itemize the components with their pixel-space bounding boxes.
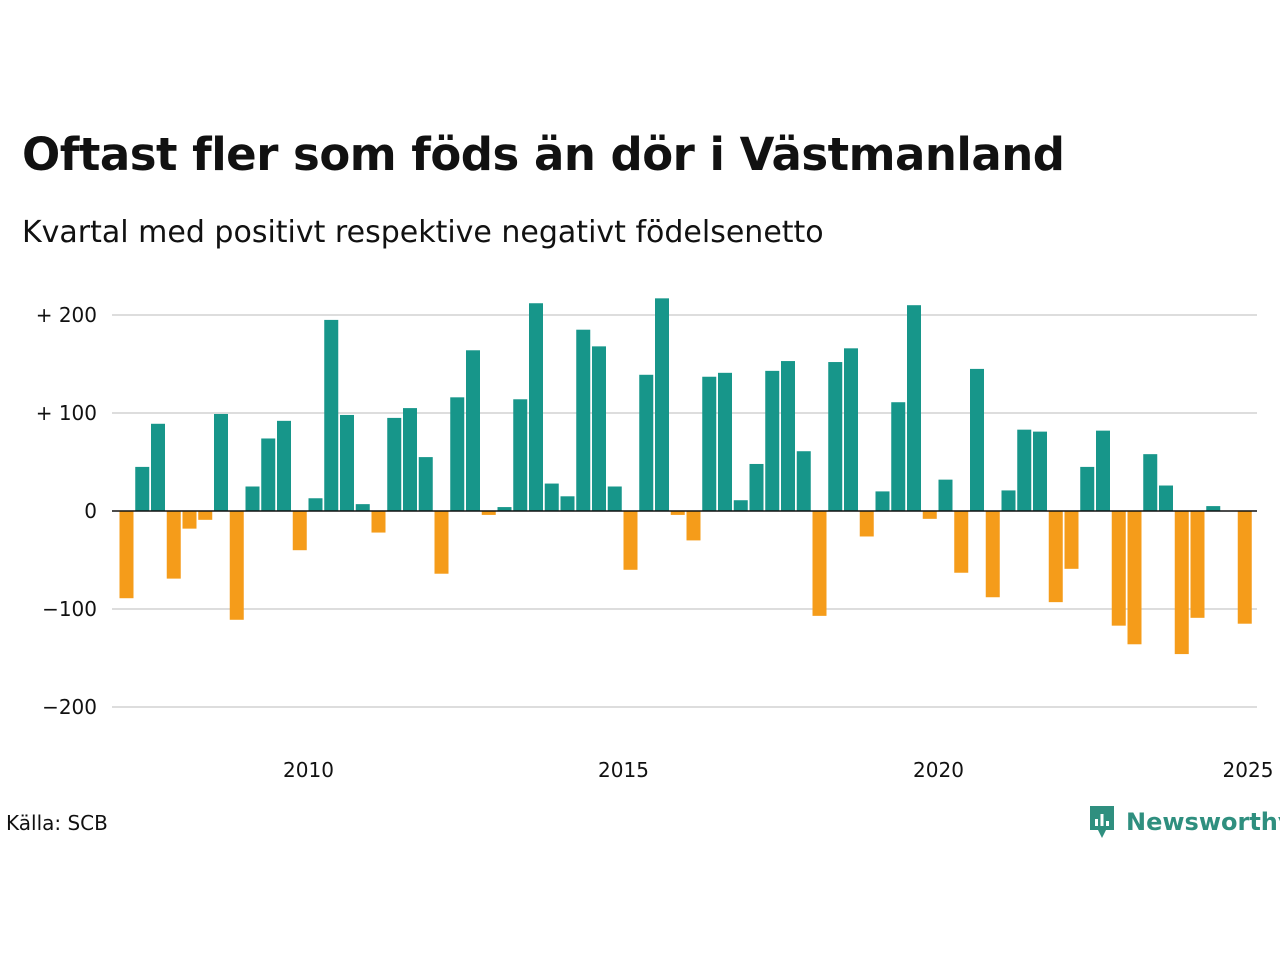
bar xyxy=(781,361,795,511)
bar xyxy=(119,511,134,599)
bar xyxy=(796,451,811,511)
bar xyxy=(229,511,244,620)
bar xyxy=(812,511,827,616)
bar xyxy=(450,397,465,511)
bar xyxy=(324,319,339,511)
bar xyxy=(1017,429,1032,511)
bar xyxy=(891,402,906,511)
chart-title: Oftast fler som föds än dör i Västmanlan… xyxy=(22,128,1065,181)
bar xyxy=(1174,511,1189,655)
bar xyxy=(214,413,228,511)
bar xyxy=(340,414,354,511)
bar xyxy=(922,511,937,519)
bar xyxy=(592,346,606,511)
bar xyxy=(166,511,181,579)
bar xyxy=(749,463,764,511)
x-tick-label: 2025 xyxy=(1223,758,1274,782)
bar xyxy=(544,483,559,511)
y-axis-ticks: + 200 + 100 0 −100 −200 xyxy=(36,303,97,719)
chart-subtitle: Kvartal med positivt respektive negativt… xyxy=(22,215,824,250)
bar xyxy=(151,423,165,511)
bar xyxy=(277,420,291,511)
bar xyxy=(1190,511,1205,618)
bar xyxy=(1237,511,1252,624)
bar xyxy=(607,486,622,511)
bar xyxy=(702,376,717,511)
bar-chart: + 200 + 100 0 −100 −200 2010 2015 2020 2025 xyxy=(36,298,1273,782)
bar xyxy=(497,507,512,511)
bars xyxy=(119,298,1252,655)
y-tick-label: −100 xyxy=(42,597,97,621)
bar xyxy=(1127,511,1142,645)
bar xyxy=(466,350,480,511)
y-tick-label: + 100 xyxy=(36,401,97,425)
bar xyxy=(529,303,543,511)
bar xyxy=(859,511,874,537)
bar xyxy=(403,408,417,511)
bar xyxy=(481,511,496,515)
bar xyxy=(844,348,858,511)
bar xyxy=(733,500,748,511)
bar xyxy=(308,498,323,511)
bar xyxy=(765,370,780,511)
bar xyxy=(371,511,386,533)
bar xyxy=(1001,490,1016,511)
bar xyxy=(639,374,654,511)
bar xyxy=(718,372,732,511)
bar xyxy=(686,511,701,541)
y-tick-label: + 200 xyxy=(36,303,97,327)
bar xyxy=(135,466,150,511)
x-tick-label: 2015 xyxy=(598,758,649,782)
bar xyxy=(1033,431,1047,511)
bar xyxy=(245,486,260,511)
bar xyxy=(985,511,1000,598)
bar xyxy=(560,496,575,511)
x-axis-ticks: 2010 2015 2020 2025 xyxy=(283,758,1273,782)
bar xyxy=(513,399,528,511)
gridlines xyxy=(112,314,1257,708)
bar xyxy=(387,417,402,511)
x-tick-label: 2010 xyxy=(283,758,334,782)
bar xyxy=(1143,454,1158,511)
bar xyxy=(434,511,449,574)
bar xyxy=(954,511,969,573)
bar xyxy=(418,457,433,511)
bar xyxy=(1206,506,1221,511)
brand-name: Newsworthy xyxy=(1126,808,1280,836)
bar xyxy=(1064,511,1079,569)
bar xyxy=(907,305,921,511)
bar xyxy=(198,511,213,520)
bar xyxy=(1159,485,1173,511)
bar xyxy=(355,504,370,511)
bar xyxy=(670,511,685,515)
bar xyxy=(655,298,669,511)
brand-logo-group: Newsworthy xyxy=(1088,804,1280,840)
bar xyxy=(938,479,953,511)
bar xyxy=(576,329,591,511)
bar xyxy=(1048,511,1063,603)
newsworthy-logo-icon xyxy=(1090,806,1114,838)
bar xyxy=(623,511,638,570)
y-tick-label: −200 xyxy=(42,695,97,719)
bar xyxy=(261,438,276,511)
bar xyxy=(1111,511,1126,626)
bar xyxy=(1096,430,1110,511)
x-tick-label: 2020 xyxy=(913,758,964,782)
bar xyxy=(292,511,307,551)
bar xyxy=(182,511,197,529)
y-tick-label: 0 xyxy=(84,499,97,523)
bar xyxy=(970,368,984,511)
bar xyxy=(875,491,890,511)
source-note: Källa: SCB xyxy=(6,811,108,835)
bar xyxy=(828,362,843,511)
bar xyxy=(1080,466,1095,511)
